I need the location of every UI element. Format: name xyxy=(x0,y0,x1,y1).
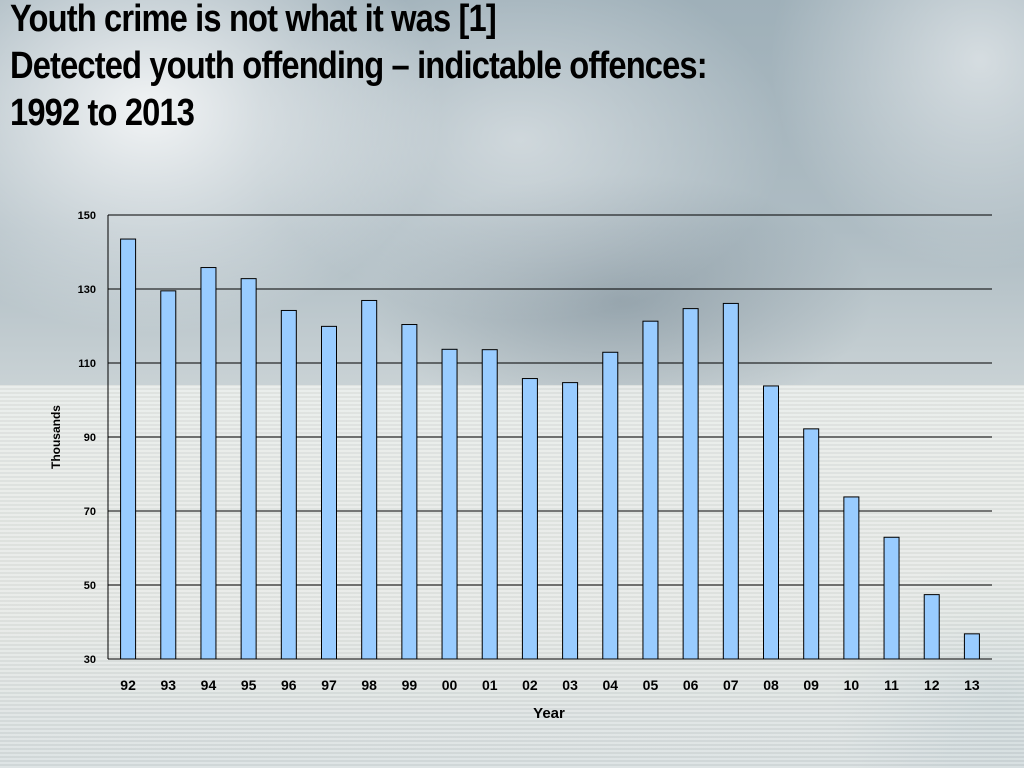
x-tick-label: 13 xyxy=(964,677,980,693)
bar xyxy=(763,385,779,660)
slide-title: Youth crime is not what it was [1] Detec… xyxy=(10,0,870,137)
x-tick-labels: 92 93 94 95 96 97 98 99 00 01 02 03 04 05 06 07 08 09 10 11… xyxy=(120,677,980,693)
bar xyxy=(200,267,217,660)
bar xyxy=(682,308,699,660)
bar xyxy=(843,496,860,660)
bar xyxy=(160,290,177,660)
x-tick-label: 08 xyxy=(763,677,779,693)
x-tick-label: 00 xyxy=(442,677,458,693)
bar xyxy=(280,309,297,660)
x-tick-label: 95 xyxy=(241,677,257,693)
bar xyxy=(642,320,659,660)
x-tick-label: 05 xyxy=(643,677,659,693)
title-line-2: Detected youth offending – indictable of… xyxy=(10,45,708,87)
bar xyxy=(521,378,538,660)
bar xyxy=(441,348,458,660)
x-tick-label: 93 xyxy=(160,677,176,693)
x-tick-label: 03 xyxy=(562,677,578,693)
bar xyxy=(361,299,378,660)
y-tick-label: 50 xyxy=(84,580,96,592)
x-tick-label: 01 xyxy=(482,677,498,693)
bar xyxy=(562,382,579,660)
bar xyxy=(401,324,418,660)
y-axis-label: Thousands xyxy=(49,405,63,469)
x-tick-label: 04 xyxy=(602,677,618,693)
bar xyxy=(120,238,137,660)
title-line-1: Youth crime is not what it was [1] xyxy=(10,0,497,40)
gridlines xyxy=(108,214,992,586)
y-tick-labels: 30 50 70 90 110 130 150 xyxy=(78,210,96,666)
bar xyxy=(883,536,900,660)
x-tick-label: 07 xyxy=(723,677,739,693)
x-tick-label: 12 xyxy=(924,677,940,693)
x-tick-label: 94 xyxy=(201,677,217,693)
x-tick-label: 98 xyxy=(361,677,377,693)
x-tick-label: 99 xyxy=(402,677,418,693)
x-tick-label: 92 xyxy=(120,677,136,693)
title-line-3: 1992 to 2013 xyxy=(10,92,195,134)
bar xyxy=(321,325,337,660)
y-tick-label: 150 xyxy=(78,210,96,222)
x-tick-label: 02 xyxy=(522,677,538,693)
bar xyxy=(923,594,940,660)
bar xyxy=(602,351,619,660)
y-tick-label: 110 xyxy=(78,358,96,370)
bar xyxy=(722,302,739,660)
bars xyxy=(120,238,980,660)
x-tick-label: 09 xyxy=(803,677,819,693)
y-tick-label: 30 xyxy=(84,654,96,666)
x-tick-label: 06 xyxy=(683,677,699,693)
x-axis-label: Year xyxy=(533,705,565,722)
x-tick-label: 97 xyxy=(321,677,337,693)
x-tick-label: 11 xyxy=(884,677,899,693)
bar xyxy=(240,278,257,660)
y-tick-label: 70 xyxy=(84,506,96,518)
x-tick-label: 96 xyxy=(281,677,297,693)
bar xyxy=(963,633,980,660)
y-tick-label: 90 xyxy=(84,432,96,444)
bar xyxy=(481,349,498,660)
y-tick-label: 130 xyxy=(78,284,96,296)
x-tick-label: 10 xyxy=(844,677,860,693)
bar xyxy=(803,428,820,660)
